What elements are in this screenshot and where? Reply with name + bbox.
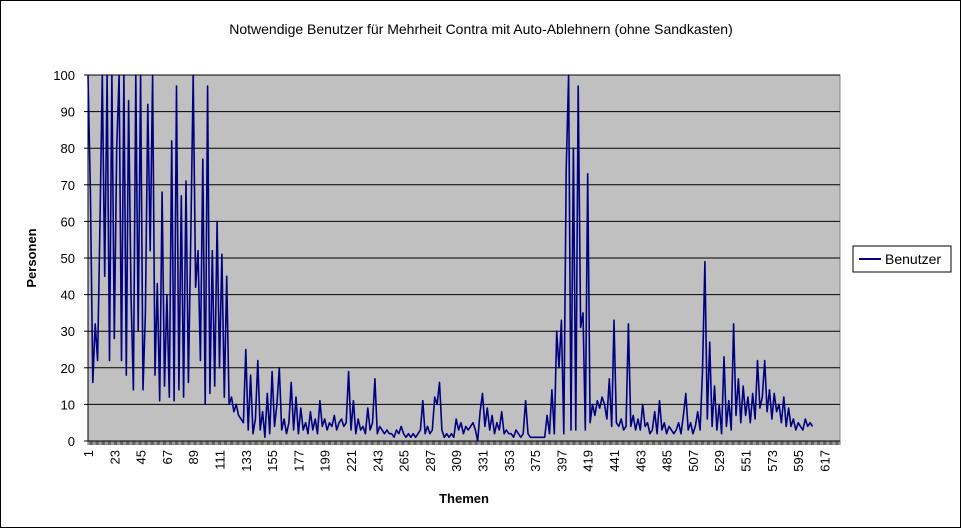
y-tick-label: 80	[61, 141, 75, 156]
x-axis-ticks: 1 23 45 67 89 111 133 155 177 199 221 243 265 287 309 3…	[81, 441, 841, 472]
legend-entry-benutzer: Benutzer	[885, 251, 941, 267]
x-tick-label: 23	[107, 450, 122, 464]
x-tick-label: 287	[423, 450, 438, 472]
x-tick-label: 133	[239, 450, 254, 472]
y-tick-label: 40	[61, 288, 75, 303]
y-tick-label: 60	[61, 214, 75, 229]
x-tick-label: 595	[791, 450, 806, 472]
x-tick-label: 265	[397, 450, 412, 472]
x-tick-label: 89	[186, 450, 201, 464]
x-tick-label: 155	[265, 450, 280, 472]
x-tick-label: 573	[765, 450, 780, 472]
x-tick-label: 331	[476, 450, 491, 472]
y-tick-label: 20	[61, 361, 75, 376]
x-tick-label: 463	[633, 450, 648, 472]
x-tick-label: 309	[449, 450, 464, 472]
series-layer	[87, 74, 814, 442]
x-tick-label: 199	[318, 450, 333, 472]
x-tick-label: 375	[528, 450, 543, 472]
x-tick-label: 551	[739, 450, 754, 472]
x-tick-label: 485	[660, 450, 675, 472]
series-line-benutzer	[87, 74, 814, 442]
y-tick-label: 10	[61, 397, 75, 412]
x-tick-label: 441	[607, 450, 622, 472]
y-tick-label: 50	[61, 251, 75, 266]
x-tick-label: 353	[502, 450, 517, 472]
y-axis-label: Personen	[24, 228, 39, 287]
x-tick-label: 221	[344, 450, 359, 472]
x-tick-label: 243	[370, 450, 385, 472]
x-tick-label: 529	[712, 450, 727, 472]
x-tick-label: 67	[160, 450, 175, 464]
x-tick-label: 1	[81, 450, 96, 457]
x-tick-label: 507	[686, 450, 701, 472]
x-tick-label: 419	[581, 450, 596, 472]
x-tick-label: 617	[817, 450, 832, 472]
x-axis-label: Themen	[439, 491, 489, 506]
y-tick-label: 70	[61, 178, 75, 193]
y-tick-label: 30	[61, 324, 75, 339]
y-tick-label: 90	[61, 105, 75, 120]
x-tick-label: 45	[134, 450, 149, 464]
x-tick-label: 397	[554, 450, 569, 472]
x-tick-label: 177	[291, 450, 306, 472]
legend: Benutzer	[852, 245, 952, 273]
x-tick-label: 111	[213, 450, 228, 470]
y-tick-label: 100	[53, 68, 75, 83]
chart-title: Notwendige Benutzer für Mehrheit Contra …	[229, 21, 733, 37]
y-tick-label: 0	[68, 434, 75, 449]
